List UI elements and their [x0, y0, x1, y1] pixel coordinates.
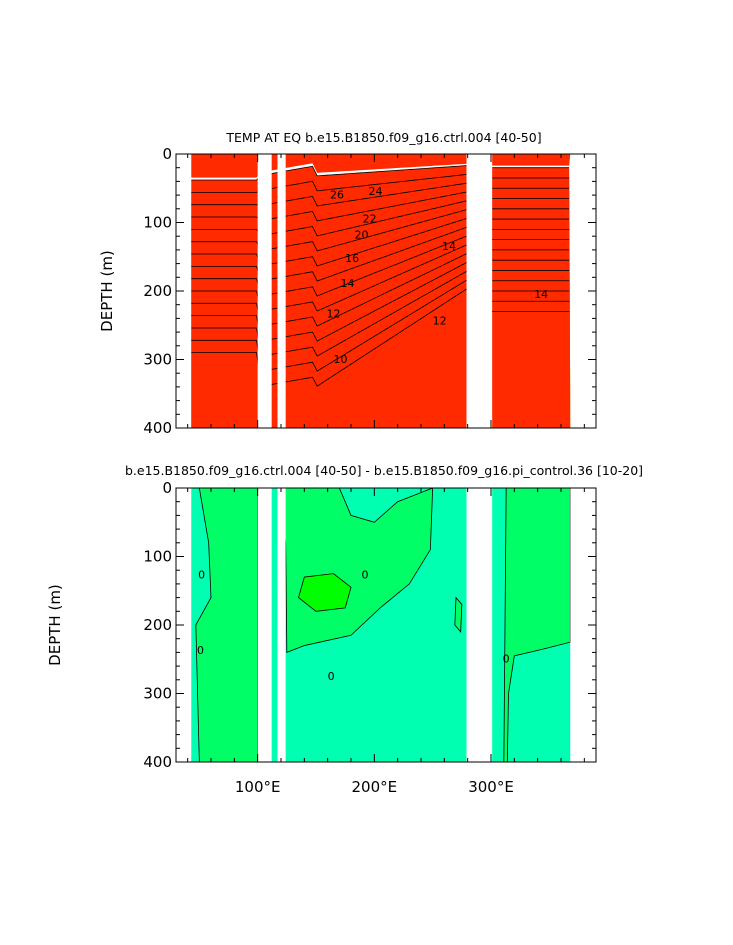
top-panel-title: TEMP AT EQ b.e15.B1850.f09_g16.ctrl.004 …: [225, 130, 541, 145]
contour-label: 22: [363, 213, 377, 226]
y-tick-label: 200: [143, 282, 172, 300]
top-panel: TEMP AT EQ b.e15.B1850.f09_g16.ctrl.004 …: [98, 130, 597, 437]
isotherm-line: [191, 270, 570, 357]
y-tick-label: 300: [143, 351, 172, 369]
isotherm-line: [191, 209, 570, 252]
y-tick-label: 200: [143, 616, 172, 634]
contour-label: 14: [534, 288, 548, 301]
contour-label: 0: [503, 653, 510, 666]
contour-label: 0: [197, 644, 204, 657]
isotherm-line: [191, 226, 570, 282]
contour-label: 12: [327, 308, 341, 321]
isotherm-line: [191, 244, 570, 312]
contour-label: 14: [341, 277, 355, 290]
isotherm-line: [191, 279, 570, 372]
land-mask: [466, 154, 493, 428]
bottom-panel: b.e15.B1850.f09_g16.ctrl.004 [40-50] - b…: [46, 463, 643, 796]
isotherm-line: [191, 200, 570, 237]
isotherm-line: [191, 288, 570, 387]
bottom-y-axis-label: DEPTH (m): [46, 584, 64, 666]
contour-label: 0: [362, 568, 369, 581]
y-tick-label: 100: [143, 548, 172, 566]
isotherm-line: [191, 261, 570, 342]
land-mask: [277, 154, 286, 428]
contour-label: 26: [330, 189, 344, 202]
contour-label: 0: [198, 568, 205, 581]
isotherm-line: [191, 165, 570, 181]
land-mask: [257, 154, 272, 428]
land-mask: [257, 488, 272, 762]
land-mask: [466, 488, 493, 762]
x-tick-label: 300°E: [468, 778, 514, 796]
bottom-panel-title: b.e15.B1850.f09_g16.ctrl.004 [40-50] - b…: [125, 463, 643, 478]
x-tick-label: 200°E: [352, 778, 398, 796]
isotherm-line: [191, 191, 570, 222]
anomaly-positive-region: [454, 596, 463, 633]
y-tick-label: 0: [162, 145, 172, 163]
contour-label: 20: [355, 228, 369, 241]
contour-label: 14: [442, 240, 456, 253]
y-tick-label: 400: [143, 419, 172, 437]
anomaly-positive-region: [503, 488, 571, 762]
contour-label: 12: [433, 315, 447, 328]
y-tick-label: 300: [143, 685, 172, 703]
contour-label: 24: [369, 185, 383, 198]
isotherm-line: [191, 217, 570, 267]
contour-label: 0: [328, 670, 335, 683]
y-tick-label: 400: [143, 753, 172, 771]
y-tick-label: 100: [143, 214, 172, 232]
isotherm-line: [191, 182, 570, 207]
contour-label: 16: [345, 252, 359, 265]
top-y-axis-label: DEPTH (m): [98, 250, 116, 332]
y-tick-label: 0: [162, 479, 172, 497]
anomaly-strong-region: [298, 573, 352, 612]
isotherm-line: [191, 173, 570, 193]
contour-label: 10: [334, 353, 348, 366]
top-field: [176, 154, 596, 428]
isotherm-line: [191, 253, 570, 327]
isotherm-line: [191, 235, 570, 297]
bottom-field: [176, 488, 596, 762]
x-tick-label: 100°E: [235, 778, 281, 796]
land-mask: [277, 488, 286, 762]
